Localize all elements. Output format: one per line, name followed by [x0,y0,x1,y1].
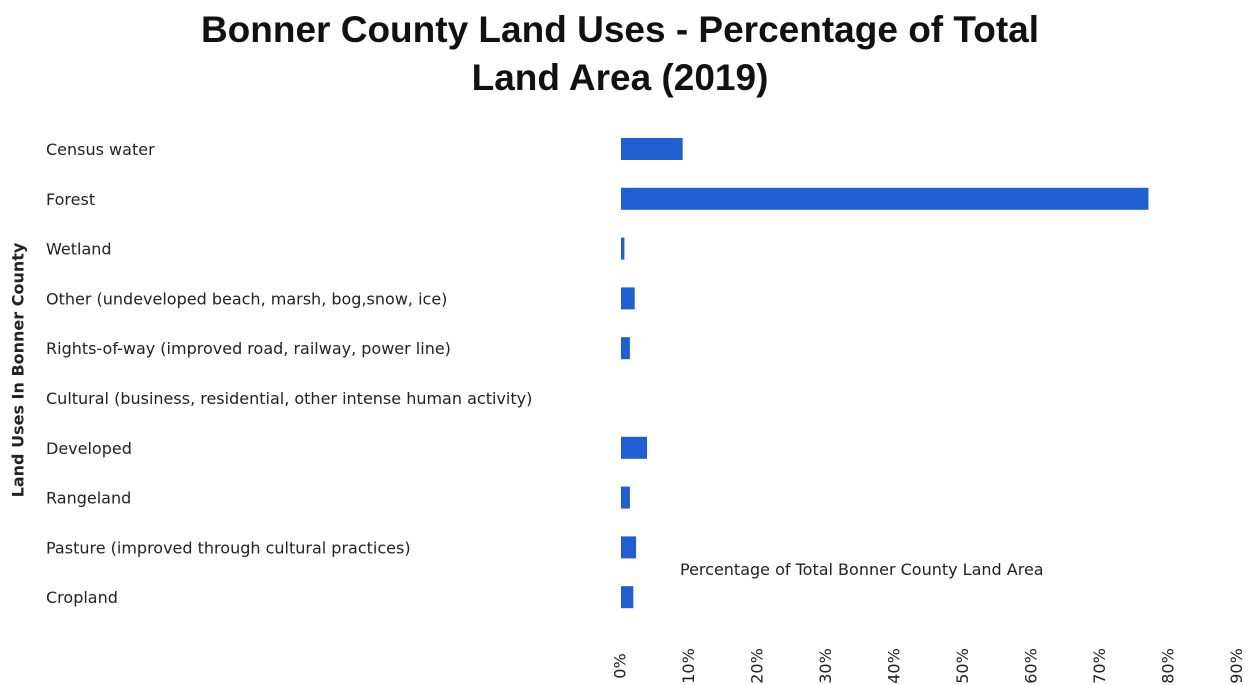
category-label: Census water [46,140,155,159]
category-label: Forest [46,190,95,209]
x-tick-label: 20% [748,648,767,684]
category-label: Other (undeveloped beach, marsh, bog,sno… [46,289,447,308]
chart-title: Bonner County Land Uses - Percentage of … [60,6,1180,102]
x-tick-label: 70% [1090,648,1109,684]
bar [621,138,683,160]
x-tick-label: 60% [1022,648,1041,684]
category-label: Pasture (improved through cultural pract… [46,538,411,557]
chart-title-line-1: Bonner County Land Uses - Percentage of … [200,9,1040,50]
bar [621,536,637,559]
x-tick-label: 30% [816,648,835,684]
x-tick-label: 50% [953,648,972,684]
bar [621,486,630,509]
bar [621,586,634,609]
bar [621,187,1149,210]
category-label: Rights-of-way (improved road, railway, p… [46,339,451,358]
category-label: Wetland [46,240,112,259]
category-label: Developed [46,439,132,458]
x-tick-label: 80% [1159,648,1178,684]
bar [621,337,630,360]
category-label: Cultural (business, residential, other i… [46,389,532,408]
bar [621,436,648,459]
x-tick-label: 90% [1227,648,1246,684]
chart-title-line-2: Land Area (2019) [471,57,769,98]
x-tick-label: 40% [885,648,904,684]
bar [621,287,635,310]
x-axis-label: Percentage of Total Bonner County Land A… [680,560,1044,579]
category-label: Rangeland [46,489,131,508]
bar [621,237,625,260]
x-tick-label: 0% [611,653,630,678]
x-tick-label: 10% [679,648,698,684]
category-label: Cropland [46,588,118,607]
